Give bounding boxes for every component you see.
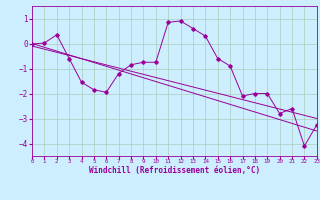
X-axis label: Windchill (Refroidissement éolien,°C): Windchill (Refroidissement éolien,°C) bbox=[89, 166, 260, 175]
